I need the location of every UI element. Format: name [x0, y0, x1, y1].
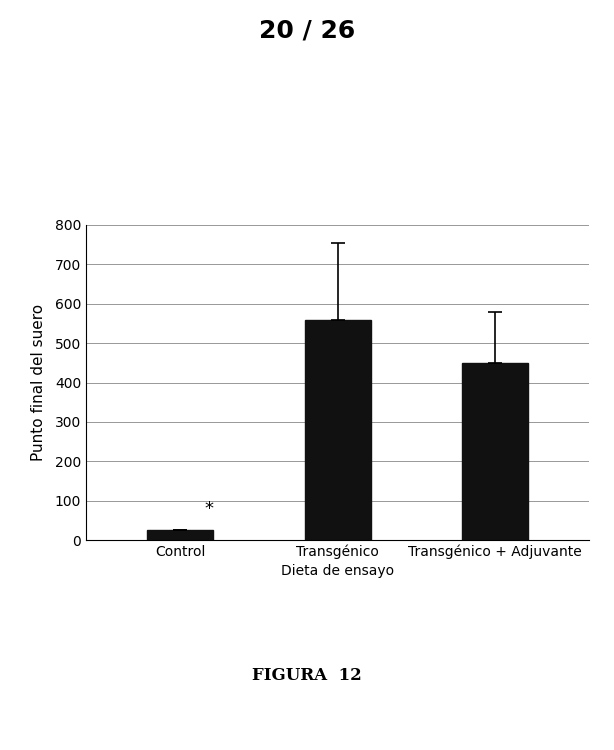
- Bar: [147, 530, 214, 540]
- Text: FIGURA  12: FIGURA 12: [252, 667, 362, 683]
- Bar: [305, 320, 371, 540]
- Bar: [462, 363, 528, 540]
- Text: 20 / 26: 20 / 26: [259, 19, 355, 43]
- X-axis label: Dieta de ensayo: Dieta de ensayo: [281, 563, 394, 578]
- Text: *: *: [204, 500, 213, 518]
- Y-axis label: Punto final del suero: Punto final del suero: [31, 304, 47, 461]
